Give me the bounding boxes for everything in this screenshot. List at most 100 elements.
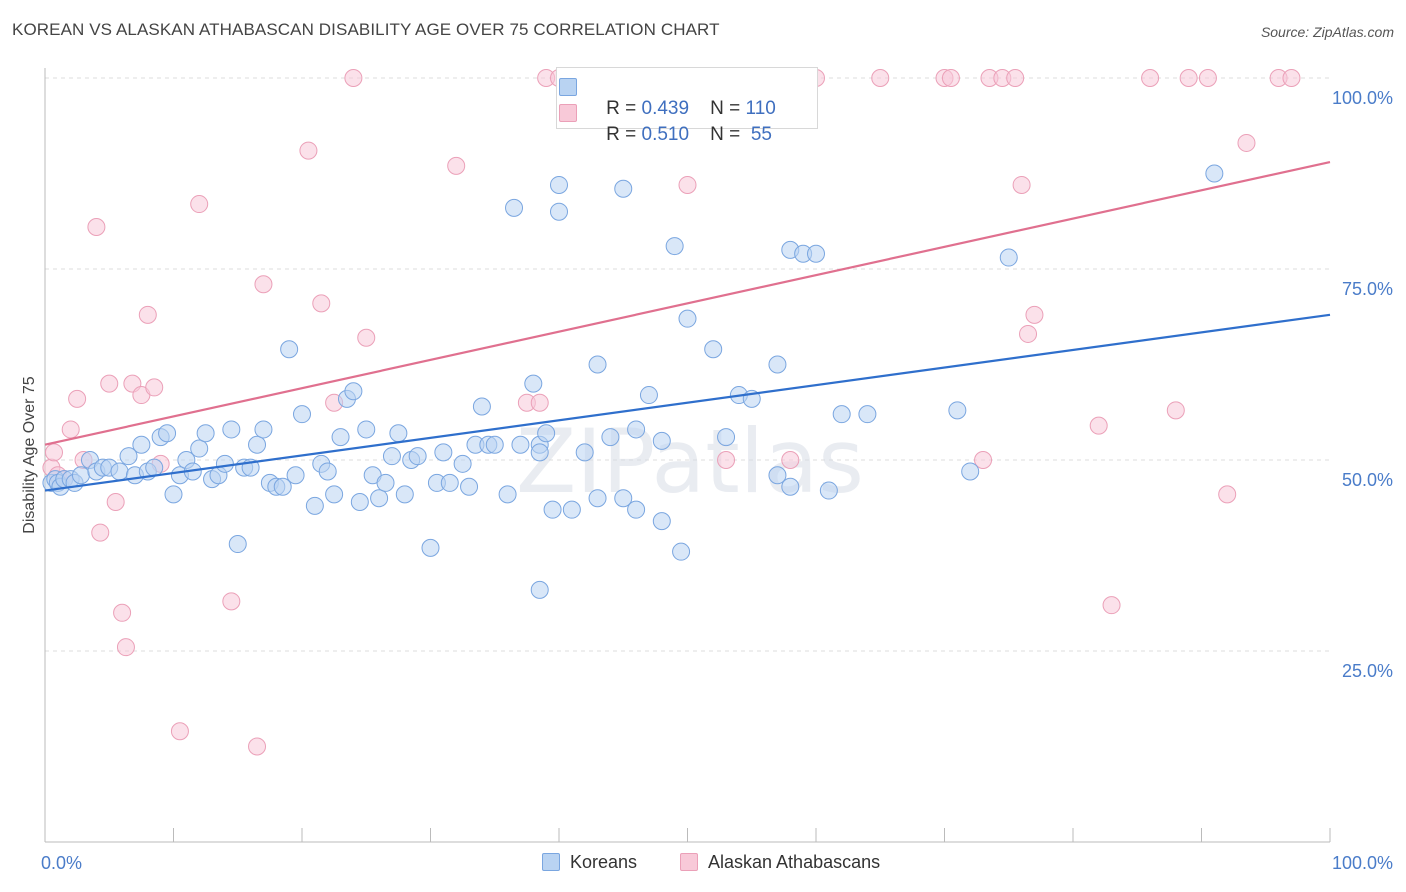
n-value: 110 — [745, 98, 776, 119]
athabascan-swatch — [680, 853, 698, 871]
data-point — [222, 592, 241, 611]
legend-label: Alaskan Athabascans — [708, 852, 881, 872]
koreans-trendline — [44, 313, 1331, 492]
n-label: N = — [710, 98, 746, 119]
data-point — [145, 378, 164, 397]
data-point — [164, 485, 183, 504]
bottom-legend-athabascan[interactable]: Alaskan Athabascans — [680, 852, 881, 873]
data-point — [344, 382, 363, 401]
data-point — [382, 447, 401, 466]
data-point — [1025, 305, 1044, 324]
data-point — [1089, 416, 1108, 435]
data-point — [293, 405, 311, 424]
data-point — [575, 443, 594, 462]
data-point — [110, 462, 129, 481]
data-point — [344, 69, 363, 87]
legend-label: Koreans — [570, 852, 638, 872]
axes — [44, 68, 1331, 843]
data-point — [511, 435, 530, 454]
data-point — [672, 542, 691, 561]
data-point — [485, 435, 504, 454]
data-point — [543, 500, 562, 519]
watermark: ZIPatlas — [516, 410, 864, 513]
data-point — [614, 179, 633, 198]
data-point — [87, 217, 106, 236]
chart-title: KOREAN VS ALASKAN ATHABASCAN DISABILITY … — [12, 20, 720, 39]
data-point — [704, 340, 723, 359]
data-point — [974, 451, 993, 469]
data-point — [1198, 69, 1217, 87]
data-point — [190, 439, 209, 458]
bottom-legend-koreans[interactable]: Koreans — [542, 852, 638, 873]
data-point — [832, 405, 851, 424]
data-point — [280, 340, 299, 359]
x-tick-label: 100.0% — [1332, 853, 1393, 873]
data-point — [460, 477, 479, 496]
data-point — [601, 428, 620, 447]
legend-row-koreans: R = 0.439 N = 110 — [559, 76, 776, 119]
data-point — [550, 202, 568, 221]
data-point — [91, 523, 110, 542]
data-point — [138, 305, 157, 324]
data-point — [524, 374, 543, 393]
r-value: 0.439 — [641, 98, 690, 119]
data-point — [106, 493, 125, 512]
data-point — [145, 458, 164, 477]
data-point — [357, 328, 376, 347]
data-point — [318, 462, 337, 481]
data-point — [1282, 69, 1301, 87]
data-point — [999, 248, 1018, 267]
data-point — [248, 737, 267, 756]
data-point — [858, 405, 877, 424]
data-point — [941, 69, 960, 87]
data-point — [678, 175, 697, 194]
data-point — [665, 237, 684, 256]
data-point — [1205, 164, 1224, 183]
y-axis-label: Disability Age Over 75 — [21, 376, 38, 534]
data-point — [639, 386, 658, 405]
data-point — [389, 424, 408, 443]
spacer — [689, 124, 710, 145]
data-point — [254, 420, 273, 439]
y-tick-label: 75.0% — [1342, 279, 1393, 299]
y-tick-label: 25.0% — [1342, 661, 1393, 681]
y-tick-label: 50.0% — [1342, 470, 1393, 490]
data-point — [550, 175, 568, 194]
data-point — [717, 451, 736, 469]
data-point — [254, 275, 273, 294]
data-point — [222, 420, 241, 439]
athabascan-swatch — [559, 104, 577, 122]
data-point — [190, 195, 209, 214]
data-point — [228, 535, 247, 554]
r-value: 0.510 — [641, 124, 690, 145]
data-point — [614, 489, 633, 508]
data-point — [370, 489, 389, 508]
data-point — [119, 447, 138, 466]
data-point — [158, 424, 177, 443]
data-point — [678, 309, 697, 328]
data-point — [819, 481, 838, 500]
data-point — [113, 603, 132, 622]
data-point — [961, 462, 980, 481]
koreans-swatch — [542, 853, 560, 871]
grid-lines — [45, 77, 1330, 652]
data-point — [1218, 485, 1237, 504]
data-point — [588, 489, 607, 508]
data-point — [1006, 69, 1025, 87]
data-point — [299, 141, 318, 160]
n-value: 55 — [745, 124, 772, 145]
n-label: N = — [710, 124, 746, 145]
data-point — [215, 454, 234, 473]
data-point — [537, 424, 556, 443]
data-point — [305, 496, 324, 515]
data-point — [781, 451, 800, 469]
data-point — [627, 500, 646, 519]
data-point — [376, 473, 395, 492]
koreans-swatch — [559, 78, 577, 96]
data-point — [325, 485, 344, 504]
data-point — [248, 435, 267, 454]
data-point — [421, 538, 440, 557]
data-point — [807, 244, 825, 263]
data-point — [196, 424, 215, 443]
